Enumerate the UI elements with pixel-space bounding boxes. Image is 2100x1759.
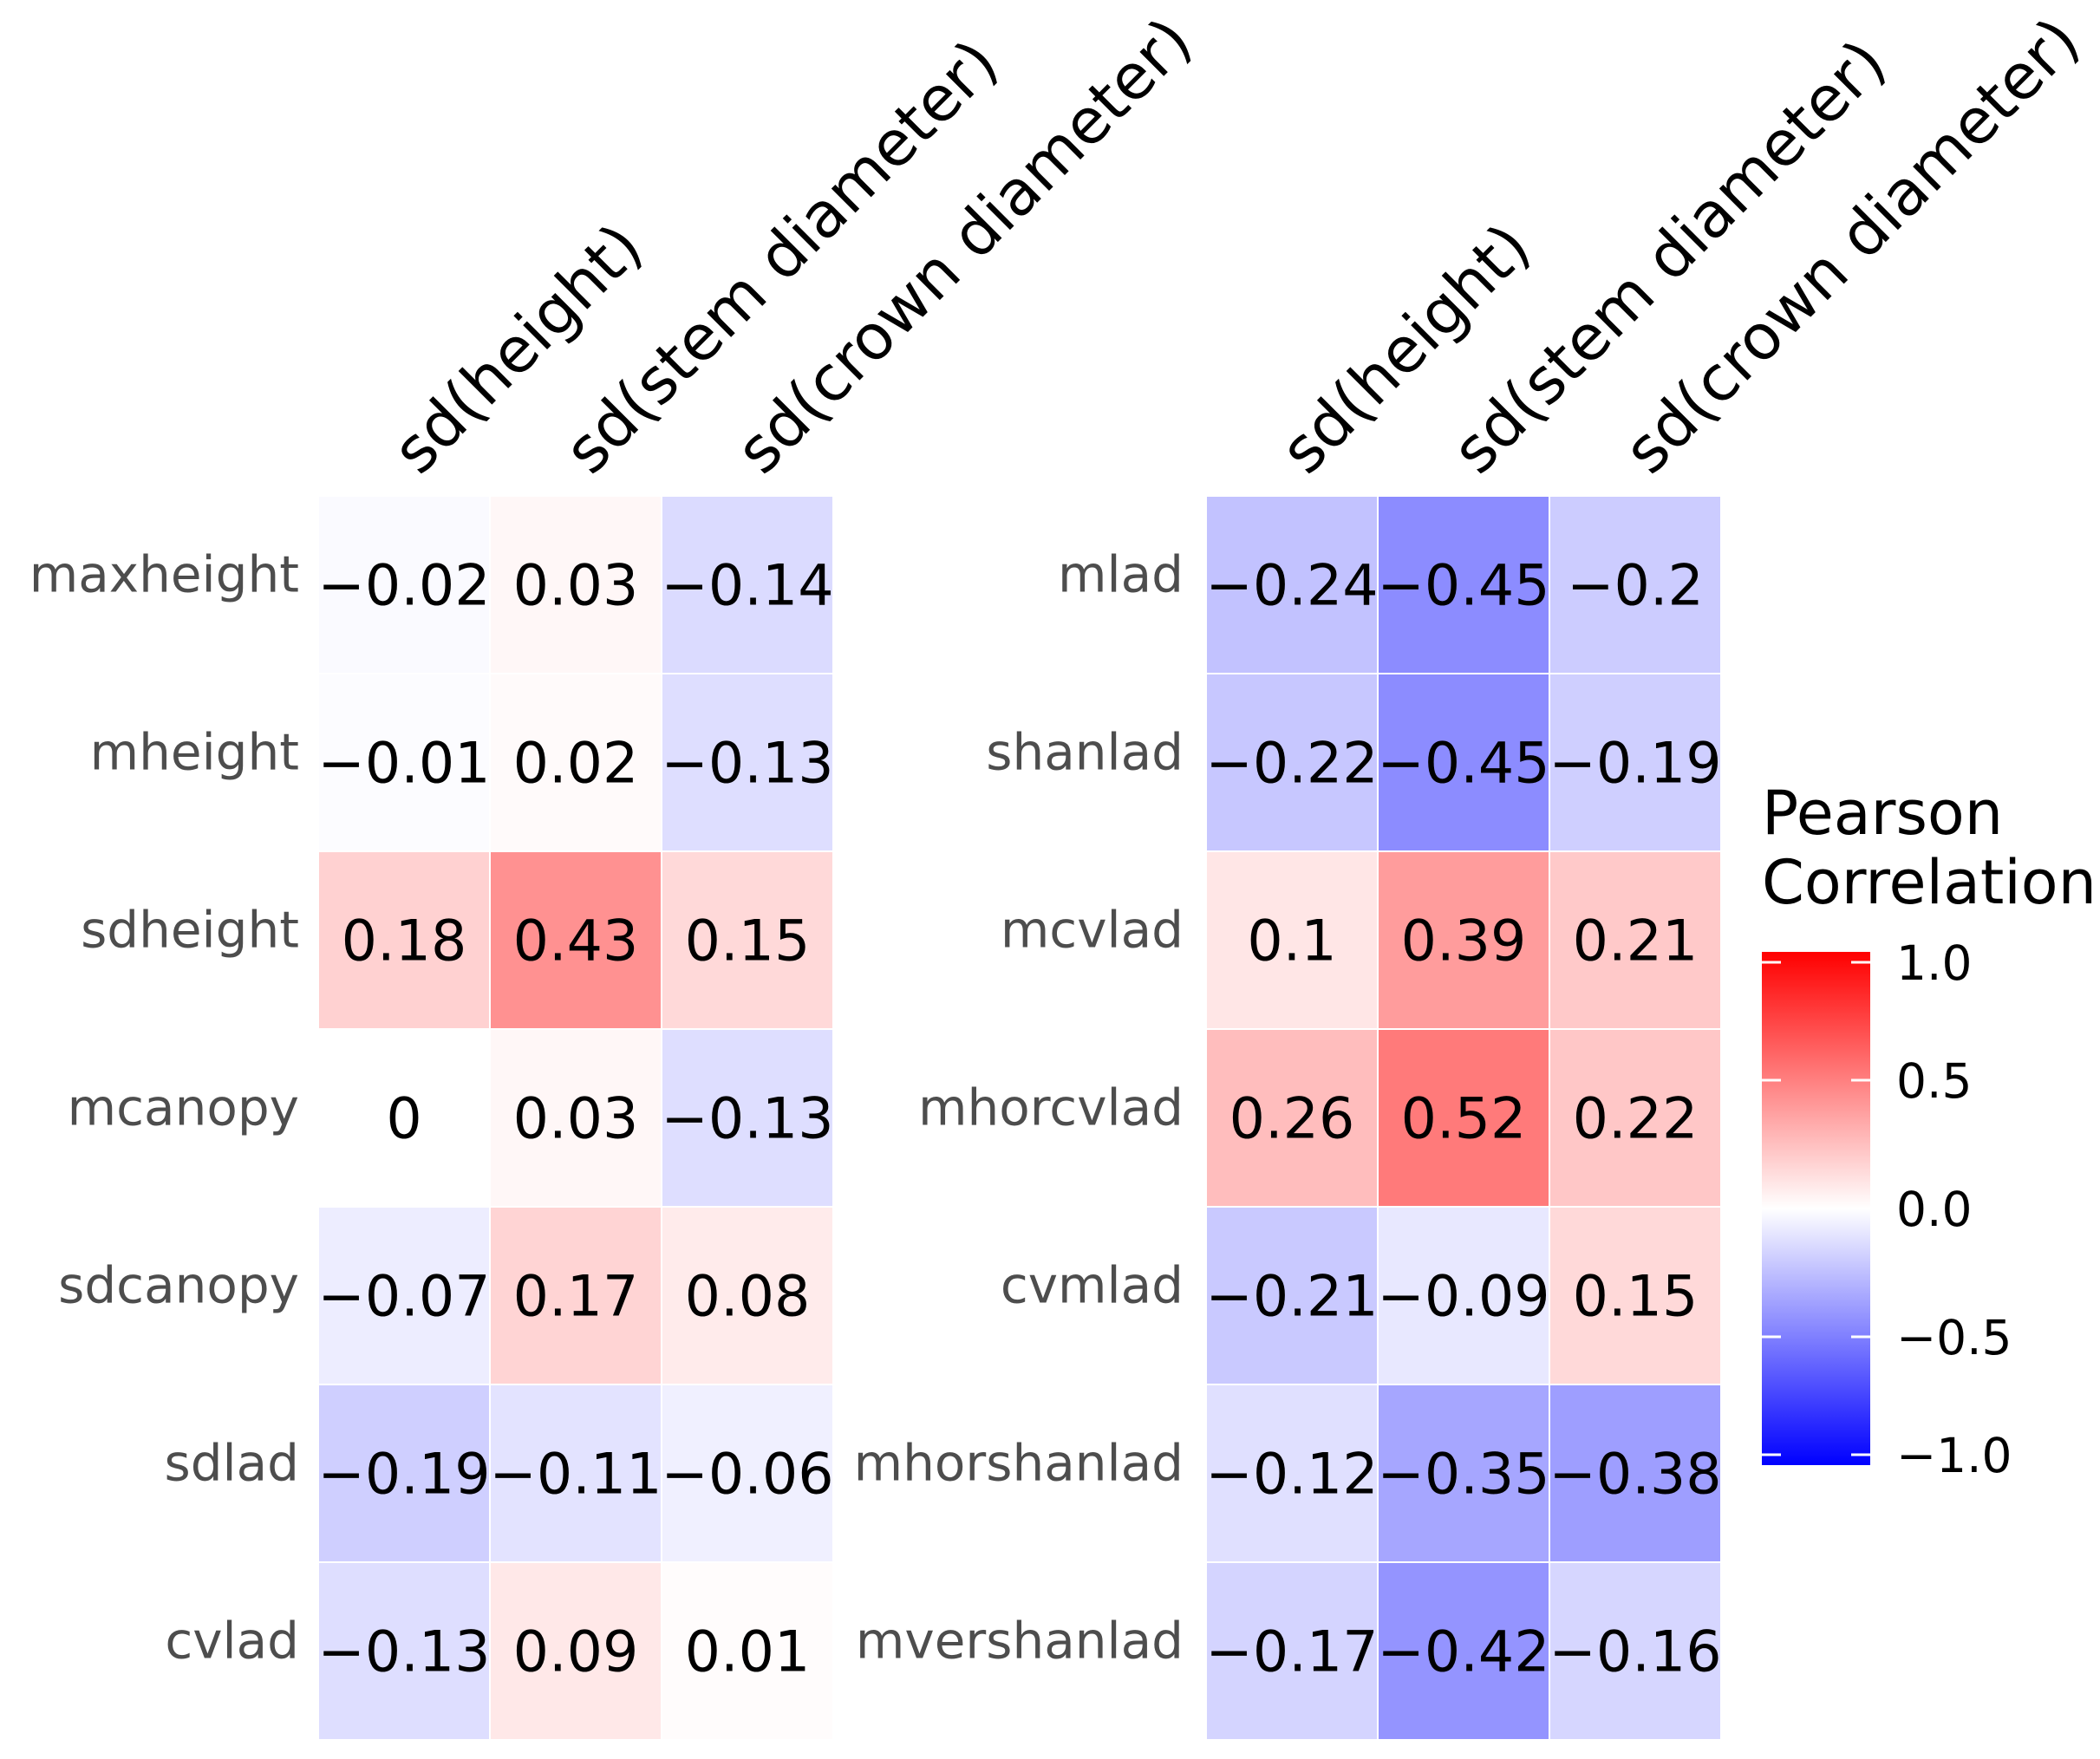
left-cell-value: 0.08 (685, 1265, 811, 1330)
right-cell-r6-c1 (1377, 1561, 1550, 1741)
right-cell-value: −0.2 (1567, 554, 1704, 619)
right-cell-r2-c2 (1549, 850, 1722, 1030)
right-cell-r4-c2 (1549, 1206, 1722, 1385)
legend-tick-label: −1.0 (1896, 1428, 2012, 1483)
right-row-label: shanlad (986, 723, 1184, 782)
left-cell-value: −0.11 (489, 1443, 662, 1508)
right-row-label: mhorcvlad (918, 1078, 1184, 1137)
right-cell-value: −0.24 (1205, 554, 1378, 619)
left-cell-value: −0.01 (317, 732, 490, 797)
right-row-label: cvmlad (1001, 1256, 1184, 1315)
left-cell-r0-c0 (317, 495, 491, 674)
right-cell-r0-c2 (1549, 495, 1722, 674)
left-cell-r3-c0 (317, 1028, 491, 1208)
left-cell-r4-c1 (489, 1206, 662, 1385)
right-cell-value: 0.26 (1229, 1087, 1355, 1152)
right-row-label: mlad (1058, 545, 1184, 604)
left-cell-value: −0.19 (317, 1443, 490, 1508)
left-cell-value: 0.15 (685, 909, 811, 974)
left-row-label: sdlad (164, 1434, 299, 1493)
color-legend: Pearson Correlation 1.0 0.5 0.0 −0.5 −1.0 (1762, 778, 2097, 1483)
legend-title-line-2: Correlation (1762, 847, 2097, 918)
left-cell-value: 0.03 (513, 554, 639, 619)
left-cell-value: 0.03 (513, 1087, 639, 1152)
right-cell-value: −0.16 (1549, 1620, 1721, 1685)
legend-tick-label: 1.0 (1896, 935, 1972, 991)
legend-title-line-1: Pearson (1762, 778, 2003, 849)
left-row-label: sdheight (81, 901, 299, 960)
right-cell-value: −0.42 (1377, 1620, 1549, 1685)
left-cell-r6-c2 (661, 1561, 834, 1741)
left-cell-r6-c0 (317, 1561, 491, 1741)
right-cell-value: −0.09 (1377, 1265, 1549, 1330)
right-cell-value: 0.21 (1573, 909, 1699, 974)
left-cell-value: −0.13 (661, 1087, 833, 1152)
right-cell-value: 0.52 (1401, 1087, 1527, 1152)
right-cell-value: −0.12 (1205, 1443, 1378, 1508)
left-row-label: mcanopy (68, 1078, 299, 1137)
right-row-label: mcvlad (1001, 901, 1184, 960)
left-cell-value: 0.02 (513, 732, 639, 797)
left-cell-r6-c1 (489, 1561, 662, 1741)
left-cell-r2-c0 (317, 850, 491, 1030)
right-cell-value: −0.19 (1549, 732, 1721, 797)
right-cell-value: −0.17 (1205, 1620, 1378, 1685)
left-cell-r0-c2 (661, 495, 834, 674)
left-cell-r2-c1 (489, 850, 662, 1030)
left-row-label: sdcanopy (58, 1256, 299, 1315)
left-cell-r3-c1 (489, 1028, 662, 1208)
right-cell-value: 0.39 (1401, 909, 1527, 974)
right-cell-value: −0.21 (1205, 1265, 1378, 1330)
right-cell-value: −0.35 (1377, 1443, 1549, 1508)
legend-tick-label: 0.0 (1896, 1182, 1972, 1237)
right-row-label: mhorshanlad (854, 1434, 1184, 1493)
left-cell-value: 0.09 (513, 1620, 639, 1685)
right-cell-r6-c2 (1549, 1561, 1722, 1741)
left-cell-value: −0.07 (317, 1265, 490, 1330)
right-cell-value: 0.1 (1247, 909, 1336, 974)
left-cell-value: 0.18 (342, 909, 467, 974)
right-cell-r1-c2 (1549, 673, 1722, 852)
right-cell-value: −0.45 (1377, 554, 1549, 619)
right-cell-r2-c1 (1377, 850, 1550, 1030)
left-cell-r5-c1 (489, 1384, 662, 1563)
left-cell-r4-c2 (661, 1206, 834, 1385)
left-cell-value: −0.13 (661, 732, 833, 797)
legend-ticks: 1.0 0.5 0.0 −0.5 −1.0 (1762, 935, 2012, 1483)
right-cell-r0-c1 (1377, 495, 1550, 674)
left-cell-value: −0.06 (661, 1443, 833, 1508)
right-cell-value: 0.15 (1573, 1265, 1699, 1330)
legend-tick-label: 0.5 (1896, 1053, 1972, 1109)
right-cell-value: −0.22 (1205, 732, 1378, 797)
right-cell-r2-c0 (1205, 850, 1379, 1030)
right-cell-r4-c1 (1377, 1206, 1550, 1385)
right-cell-value: 0.22 (1573, 1087, 1699, 1152)
legend-tick-label: −0.5 (1896, 1310, 2012, 1365)
left-cell-value: 0 (386, 1087, 421, 1152)
left-cell-value: 0.17 (513, 1265, 639, 1330)
left-row-label: cvlad (165, 1612, 299, 1671)
left-cell-value: −0.14 (661, 554, 833, 619)
right-cell-value: −0.45 (1377, 732, 1549, 797)
left-cell-r0-c1 (489, 495, 662, 674)
left-cell-r2-c2 (661, 850, 834, 1030)
left-cell-value: −0.02 (317, 554, 490, 619)
left-cell-r1-c0 (317, 673, 491, 852)
left-cell-r5-c2 (661, 1384, 834, 1563)
left-cell-r1-c2 (661, 673, 834, 852)
right-cell-r3-c2 (1549, 1028, 1722, 1208)
right-row-label: mvershanlad (856, 1612, 1184, 1671)
right-cell-r5-c1 (1377, 1384, 1550, 1563)
left-cell-value: 0.43 (513, 909, 639, 974)
left-cell-r4-c0 (317, 1206, 491, 1385)
right-cell-r3-c0 (1205, 1028, 1379, 1208)
left-cell-r3-c2 (661, 1028, 834, 1208)
left-row-label: maxheight (29, 545, 299, 604)
left-row-label: mheight (90, 723, 299, 782)
right-cell-value: −0.38 (1549, 1443, 1721, 1508)
right-cell-r5-c2 (1549, 1384, 1722, 1563)
left-cell-value: 0.01 (685, 1620, 811, 1685)
left-cell-value: −0.13 (317, 1620, 490, 1685)
